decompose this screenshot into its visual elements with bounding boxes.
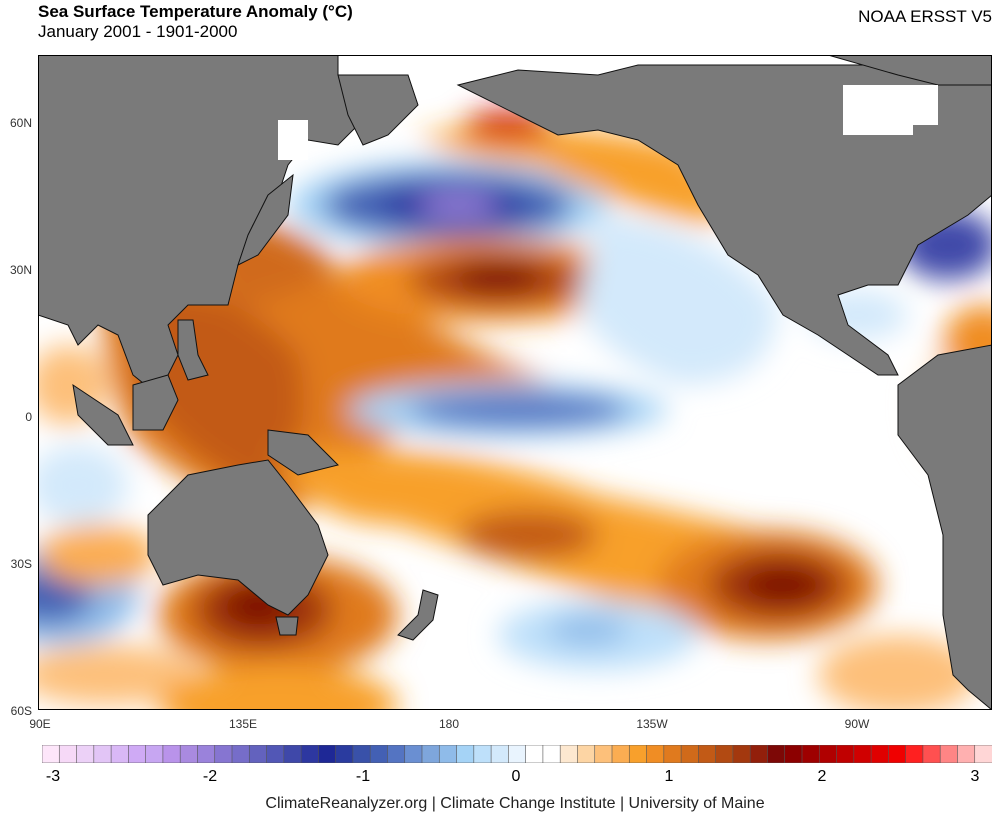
colorbar-segment [559,745,579,763]
colorbar-label-neg1: -1 [355,768,371,785]
colorbar [42,745,992,763]
colorbar-segment [767,745,786,763]
colorbar-segment [93,745,112,763]
colorbar-segment [300,745,319,763]
no-data-ice [278,85,938,160]
land-new-guinea [267,429,339,476]
colorbar-segment [352,745,371,763]
colorbar-segment [456,745,475,763]
colorbar-segment [594,745,613,763]
colorbar-segment [369,745,389,763]
colorbar-segment [128,745,147,763]
colorbar-segment [231,745,250,763]
colorbar-segment [715,745,734,763]
colorbar-segment [680,745,699,763]
lat-label-30n: 30N [9,263,32,277]
colorbar-segment [974,745,992,763]
colorbar-segment [387,745,406,763]
colorbar-segment [404,745,423,763]
colorbar-segment [421,745,440,763]
colorbar-segment [922,745,941,763]
colorbar-segment [318,745,337,763]
land-arctic-islands [827,55,992,86]
lon-label-180: 180 [438,717,460,731]
colorbar-segment [818,745,838,763]
map-subtitle: January 2001 - 1901-2000 [38,22,238,41]
colorbar-segment [335,745,354,763]
colorbar-segment [473,745,492,763]
colorbar-segment [939,745,959,763]
colorbar-segment [490,745,509,763]
land-kamchatka [337,74,419,146]
colorbar-segment [628,745,648,763]
anomaly-field [38,111,992,710]
colorbar-segment [76,745,95,763]
colorbar-segment [214,745,233,763]
colorbar-segment [145,745,164,763]
colorbar-segment [663,745,682,763]
colorbar-segment [732,745,751,763]
colorbar-segment [42,745,60,763]
land-sumatra [72,383,134,446]
colorbar-segment [179,745,199,763]
colorbar-label-neg2: -2 [202,768,218,785]
colorbar-segment [853,745,872,763]
colorbar-segment [525,745,544,763]
colorbar-segment [58,745,78,763]
colorbar-label-3: 3 [970,768,980,785]
lon-label-90w: 90W [844,717,870,731]
lon-label-135w: 135W [636,717,668,731]
map-title: Sea Surface Temperature Anomaly (°C) [38,2,353,21]
map-frame [38,55,992,710]
dataset-source: NOAA ERSST V5 [858,7,992,26]
colorbar-segment [784,745,803,763]
land-japan [237,173,294,266]
lat-label-30s: 30S [10,557,32,571]
colorbar-segment [611,745,630,763]
lat-label-equator: 0 [25,410,32,424]
colorbar-segment [646,745,665,763]
land-philippines [177,319,209,381]
colorbar-segment [836,745,855,763]
lat-label-60s: 60S [10,704,32,718]
land-tasmania [275,616,299,636]
colorbar-segment [888,745,907,763]
colorbar-segment [248,745,268,763]
land-australia [147,459,329,616]
colorbar-label-1: 1 [664,768,674,785]
land-new-zealand [397,589,439,641]
colorbar-segment [957,745,976,763]
colorbar-segment [266,745,285,763]
colorbar-segment [542,745,561,763]
lat-label-60n: 60N [9,116,32,130]
colorbar-segment [577,745,596,763]
colorbar-segment [162,745,181,763]
colorbar-segment [905,745,924,763]
colorbar-segment [870,745,889,763]
colorbar-segment [801,745,820,763]
colorbar-label-neg3: -3 [45,768,61,785]
credit-line: ClimateReanalyzer.org | Climate Change I… [265,795,765,812]
land-south-america [897,344,992,710]
colorbar-segment [438,745,458,763]
colorbar-segment [749,745,769,763]
lon-label-90e: 90E [29,717,51,731]
colorbar-segment [197,745,216,763]
sst-anomaly-map [38,55,992,710]
colorbar-segment [283,745,302,763]
colorbar-label-0: 0 [511,768,521,785]
colorbar-segment [110,745,129,763]
colorbar-segment [508,745,527,763]
colorbar-label-2: 2 [817,768,827,785]
land-borneo [132,374,179,431]
lon-label-135e: 135E [228,717,258,731]
colorbar-segment [698,745,717,763]
